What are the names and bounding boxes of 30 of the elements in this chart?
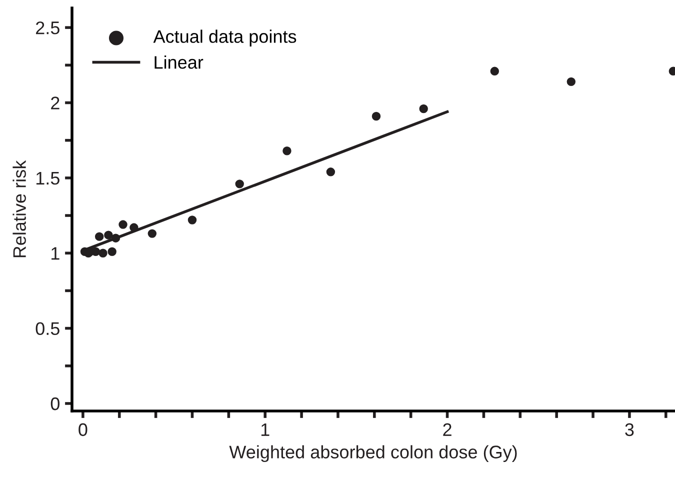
point	[188, 216, 197, 224]
point	[490, 66, 500, 76]
legend-label: Actual data points	[153, 30, 296, 46]
y-tick-label: 2.5	[36, 21, 60, 34]
point	[111, 234, 120, 242]
point	[326, 168, 336, 176]
point	[566, 77, 576, 86]
x-tick-label: 0	[78, 423, 88, 436]
point	[94, 232, 104, 241]
y-tick-label: 0.5	[36, 322, 60, 336]
x-axis-title: Weighted absorbed colon dose (Gy)	[229, 445, 517, 462]
x-tick-label: 2	[443, 423, 452, 436]
point	[372, 112, 381, 121]
point	[282, 146, 292, 156]
point	[108, 247, 116, 256]
point	[130, 223, 138, 232]
y-axis-title: Relative risk	[12, 160, 26, 258]
point	[104, 230, 113, 240]
y-tick-label: 1	[52, 247, 60, 260]
point	[98, 248, 108, 258]
point	[235, 180, 244, 188]
point	[118, 220, 128, 229]
y-tick-label: 2	[51, 96, 60, 110]
x-tick-label: 1	[261, 423, 270, 436]
point	[419, 104, 428, 114]
legend-label: Linear	[154, 56, 204, 69]
y-tick-label: 1.5	[36, 172, 60, 185]
point	[148, 229, 157, 238]
y-tick-label: 0	[50, 397, 60, 410]
x-tick-label: 3	[625, 423, 634, 436]
